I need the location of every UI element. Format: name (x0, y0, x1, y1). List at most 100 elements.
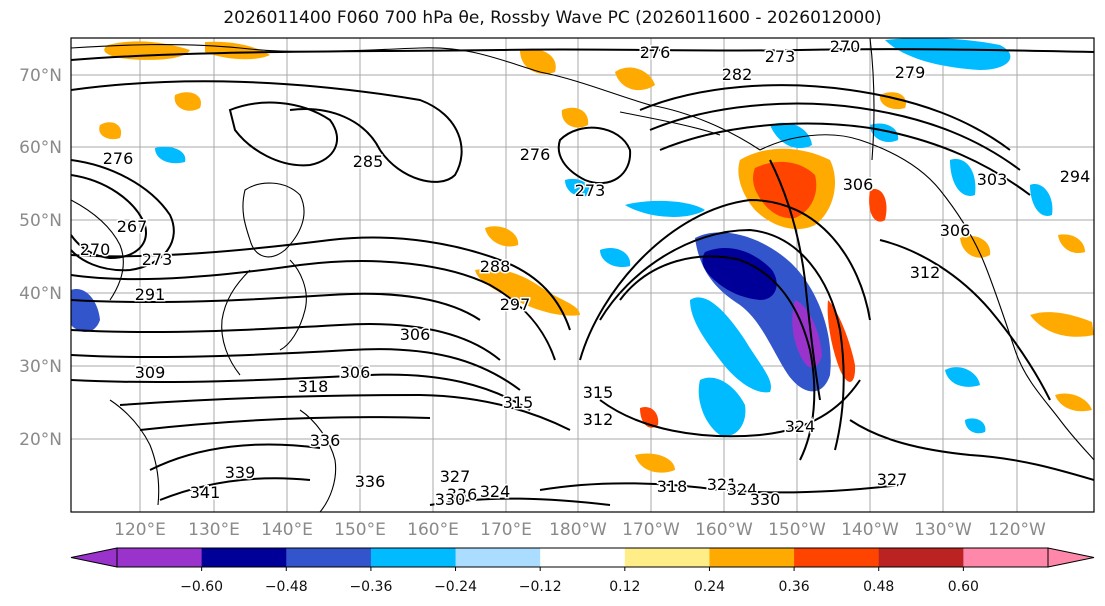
longitude-tick-label: 140°W (841, 520, 899, 540)
negative-anomaly (870, 123, 899, 143)
longitude-tick-label: 180°W (549, 520, 607, 540)
contour-label: 327 (440, 467, 471, 486)
contour-label: 288 (480, 257, 511, 276)
graticule (71, 38, 1094, 512)
negative-anomaly (965, 418, 986, 434)
contour-label: 267 (117, 217, 148, 236)
map-frame (70, 37, 1095, 513)
latitude-tick-label: 40°N (19, 284, 62, 304)
colorbar-bin (201, 548, 287, 567)
positive-anomaly (174, 92, 201, 111)
colorbar-bin (540, 548, 626, 567)
positive-anomaly (615, 67, 655, 91)
colorbar-bin (370, 548, 457, 567)
colorbar-bin (117, 548, 203, 567)
contour-label: 306 (340, 363, 371, 382)
longitude-tick-label: 150°E (334, 520, 386, 540)
contour-label: 315 (503, 393, 534, 412)
positive-anomaly (475, 268, 580, 316)
positive-anomaly (869, 189, 887, 222)
contour-label: 315 (583, 383, 614, 402)
contour-label: 270 (80, 240, 111, 259)
contour-label: 282 (722, 65, 753, 84)
colorbar-bin (624, 548, 710, 567)
contour-label: 285 (353, 152, 384, 171)
contour-label: 303 (977, 170, 1008, 189)
colorbar-tick-label: −0.12 (519, 579, 562, 595)
negative-anomaly (600, 247, 631, 268)
colorbar-tick-label: 0.60 (948, 579, 979, 595)
negative-anomaly-edge (698, 377, 746, 436)
longitude-tick-label: 170°W (622, 520, 680, 540)
positive-anomaly (1058, 234, 1085, 254)
colorbar: −0.60 −0.48 −0.36 −0.24 −0.12 0.12 0.24 0.36 0.4… (70, 547, 1095, 595)
contour-label: 294 (1060, 167, 1091, 186)
map-title: 2026011400 F060 700 hPa θe, Rossby Wave … (223, 8, 882, 28)
positive-anomaly-core (753, 161, 817, 219)
colorbar-frame (116, 547, 1049, 568)
positive-anomaly (1055, 393, 1092, 412)
longitude-tick-label: 130°E (188, 520, 240, 540)
longitude-tick-label: 150°W (768, 520, 826, 540)
longitude-tick-label: 130°W (914, 520, 972, 540)
longitude-tick-label: 140°E (261, 520, 313, 540)
longitude-labels: 120°E 130°E 140°E 150°E 160°E 170°E 180°W 170°W… (114, 520, 1046, 540)
contour-label: 273 (575, 181, 606, 200)
colorbar-tick-label: 0.36 (779, 579, 810, 595)
negative-anomaly-core (792, 300, 822, 368)
contour-label: 276 (640, 43, 671, 62)
contour-label: 330 (750, 490, 781, 509)
pc-shading (71, 38, 1094, 473)
contour-label: 306 (400, 325, 431, 344)
negative-anomaly (565, 178, 591, 197)
colorbar-bin (286, 548, 372, 567)
latitude-labels: 70°N 60°N 50°N 40°N 30°N 20°N (19, 66, 62, 450)
contour-label: 336 (310, 431, 341, 450)
negative-anomaly (950, 159, 976, 196)
contour-label: 341 (190, 483, 221, 502)
colorbar-extend-max (1047, 547, 1095, 568)
contour-label: 273 (142, 250, 173, 269)
negative-anomaly-edge (690, 297, 771, 393)
contour-label: 306 (843, 175, 874, 194)
longitude-tick-label: 120°W (988, 520, 1046, 540)
contour-label: 276 (103, 149, 134, 168)
longitude-tick-label: 120°E (114, 520, 166, 540)
latitude-tick-label: 30°N (19, 357, 62, 377)
positive-anomaly (485, 226, 519, 247)
latitude-tick-label: 60°N (19, 138, 62, 158)
contour-label: 324 (727, 480, 758, 499)
contour-label: 318 (298, 377, 329, 396)
colorbar-extend-min (70, 547, 118, 568)
colorbar-tick-label: 0.12 (609, 579, 640, 595)
latitude-tick-label: 20°N (19, 430, 62, 450)
colorbar-bin (794, 548, 880, 567)
positive-anomaly (960, 235, 991, 258)
negative-anomaly (945, 367, 980, 387)
contour-labels: 276 273 270 282 279 285 276 276 267 270 273 291 288 2… (78, 36, 1092, 511)
map-content (71, 38, 1094, 512)
positive-anomaly (635, 453, 675, 473)
negative-anomaly (770, 122, 812, 149)
negative-anomaly (1030, 184, 1053, 216)
contour-label: 276 (520, 145, 551, 164)
colorbar-tick-label: −0.36 (349, 579, 392, 595)
contour-label: 336 (447, 485, 478, 504)
contour-label: 327 (877, 470, 908, 489)
contour-label: 321 (707, 475, 738, 494)
colorbar-tick-label: −0.48 (265, 579, 308, 595)
negative-anomaly (885, 38, 1011, 70)
contour-label: 309 (135, 363, 166, 382)
contour-label: 297 (500, 295, 531, 314)
contour-label: 330 (435, 490, 466, 509)
colorbar-bin (455, 548, 541, 567)
contour-label: 336 (355, 472, 386, 491)
contour-label: 279 (895, 63, 926, 82)
positive-anomaly (99, 122, 122, 140)
longitude-tick-label: 170°E (480, 520, 532, 540)
colorbar-bin (709, 548, 795, 567)
positive-anomaly (561, 107, 589, 128)
longitude-tick-label: 160°E (407, 520, 459, 540)
colorbar-tick-label: −0.24 (434, 579, 477, 595)
